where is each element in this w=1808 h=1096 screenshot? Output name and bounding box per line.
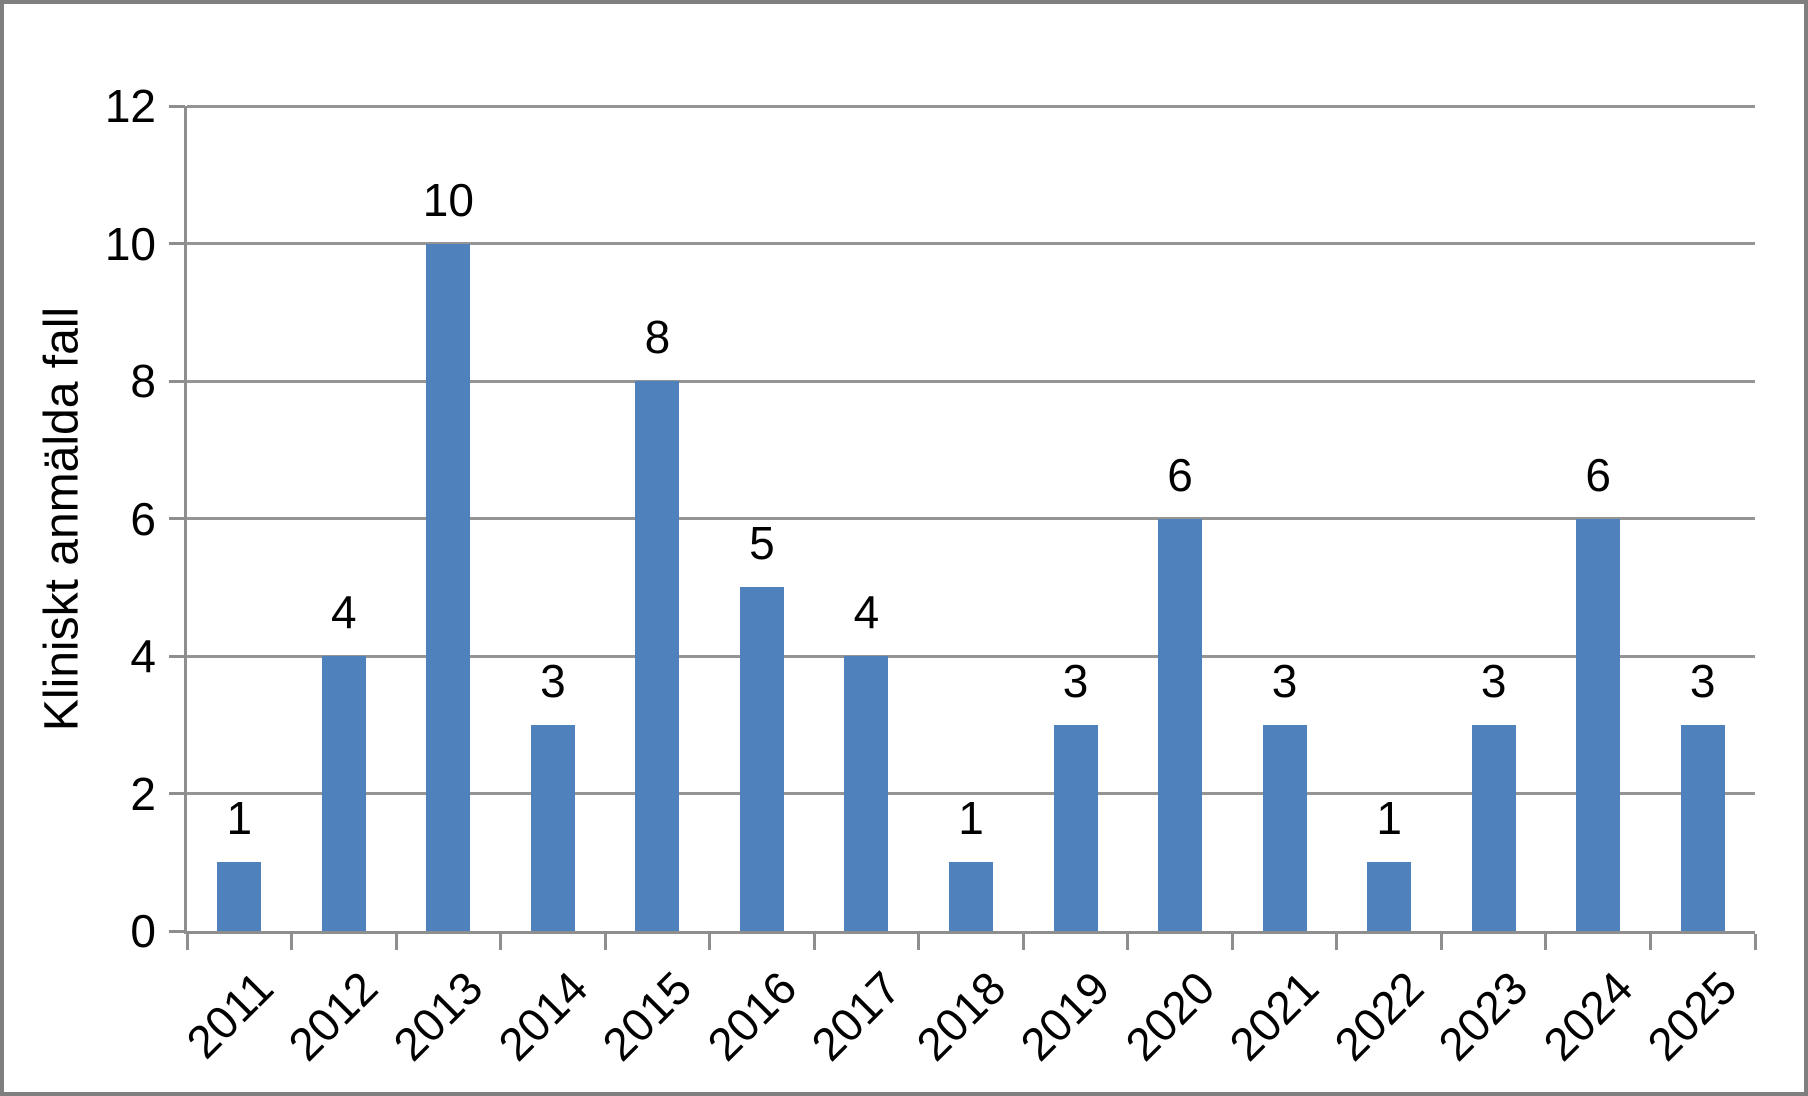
y-axis-tick — [169, 242, 185, 245]
x-tick-label: 2017 — [801, 961, 911, 1071]
y-tick-label: 12 — [104, 80, 156, 132]
y-axis-tick — [169, 517, 185, 520]
x-tick-label: 2018 — [905, 961, 1016, 1071]
plot-area — [184, 104, 1755, 934]
x-axis-tick — [917, 934, 921, 950]
gridline-y8 — [187, 379, 1755, 383]
bar-2012 — [321, 656, 366, 931]
bar-2024 — [1576, 518, 1621, 931]
x-tick-label: 2020 — [1115, 961, 1225, 1071]
bar-value-label: 1 — [958, 792, 984, 845]
x-tick-label: 2015 — [592, 961, 702, 1071]
x-tick-label: 2025 — [1637, 961, 1747, 1071]
y-tick-label: 4 — [130, 630, 156, 682]
x-tick-label: 2019 — [1010, 961, 1120, 1071]
bar-2017 — [844, 656, 889, 931]
y-axis-tick — [169, 654, 185, 658]
gridline-y2 — [187, 792, 1755, 795]
x-tick-label: 2016 — [696, 961, 806, 1071]
x-axis-tick — [394, 934, 398, 950]
x-axis-tick — [1544, 934, 1548, 950]
x-axis-tick — [1439, 934, 1443, 950]
x-tick-label: 2021 — [1219, 961, 1329, 1071]
bar-2011 — [217, 862, 262, 931]
bar-2020 — [1158, 518, 1203, 931]
bar-value-label: 3 — [1271, 654, 1298, 707]
bar-value-label: 4 — [853, 586, 880, 638]
bar-2014 — [530, 724, 575, 931]
y-tick-label: 6 — [130, 492, 156, 545]
y-tick-label: 8 — [130, 355, 156, 407]
bar-value-label: 3 — [540, 654, 566, 707]
gridline-y12 — [187, 104, 1755, 108]
bar-value-label: 3 — [1062, 654, 1089, 707]
bar-2021 — [1262, 724, 1307, 931]
bar-value-label: 1 — [1376, 792, 1402, 845]
y-axis-tick — [169, 104, 185, 108]
bar-value-label: 3 — [1689, 654, 1716, 707]
x-tick-label: 2023 — [1428, 961, 1538, 1071]
bar-2025 — [1680, 724, 1725, 931]
bar-2022 — [1367, 862, 1412, 931]
bar-2019 — [1053, 724, 1098, 931]
y-axis-tick — [169, 379, 185, 383]
bar-value-label: 10 — [422, 173, 474, 226]
x-axis-tick — [1648, 934, 1652, 950]
x-axis-tick — [708, 934, 712, 950]
bar-value-label: 4 — [331, 586, 357, 638]
bar-2018 — [949, 862, 993, 931]
gridline-y6 — [187, 517, 1755, 520]
x-tick-label: 2014 — [487, 961, 597, 1071]
gridline-y10 — [187, 242, 1755, 245]
x-axis-tick — [290, 934, 294, 950]
x-axis-tick — [1335, 934, 1339, 950]
x-axis-tick — [812, 934, 816, 950]
bar-2015 — [635, 381, 680, 931]
gridline-y4 — [187, 654, 1755, 658]
x-axis-tick — [1021, 934, 1025, 950]
x-tick-label: 2011 — [176, 961, 284, 1069]
x-axis-tick — [1753, 934, 1757, 950]
bar-value-label: 1 — [226, 792, 253, 845]
x-axis-tick — [603, 934, 607, 950]
x-axis-tick — [1126, 934, 1130, 950]
bar-value-label: 5 — [749, 517, 775, 570]
bar-value-label: 8 — [644, 311, 671, 363]
bar-2023 — [1471, 724, 1516, 931]
bar-value-label: 3 — [1480, 654, 1507, 707]
y-axis-tick — [169, 792, 185, 795]
x-tick-label: 2012 — [278, 961, 388, 1071]
bar-2016 — [739, 587, 784, 931]
y-tick-label: 10 — [104, 217, 156, 270]
bar-2013 — [426, 243, 471, 931]
x-axis-tick — [1230, 934, 1234, 950]
x-axis-tick — [185, 934, 189, 950]
x-tick-label: 2022 — [1324, 961, 1434, 1071]
x-tick-label: 2013 — [383, 961, 493, 1071]
y-tick-label: 0 — [130, 905, 156, 957]
x-tick-label: 2024 — [1533, 961, 1643, 1071]
bar-value-label: 6 — [1167, 448, 1193, 501]
y-tick-label: 2 — [130, 767, 156, 820]
bar-value-label: 6 — [1585, 448, 1611, 501]
y-axis-tick — [169, 929, 185, 933]
x-axis-tick — [499, 934, 503, 950]
